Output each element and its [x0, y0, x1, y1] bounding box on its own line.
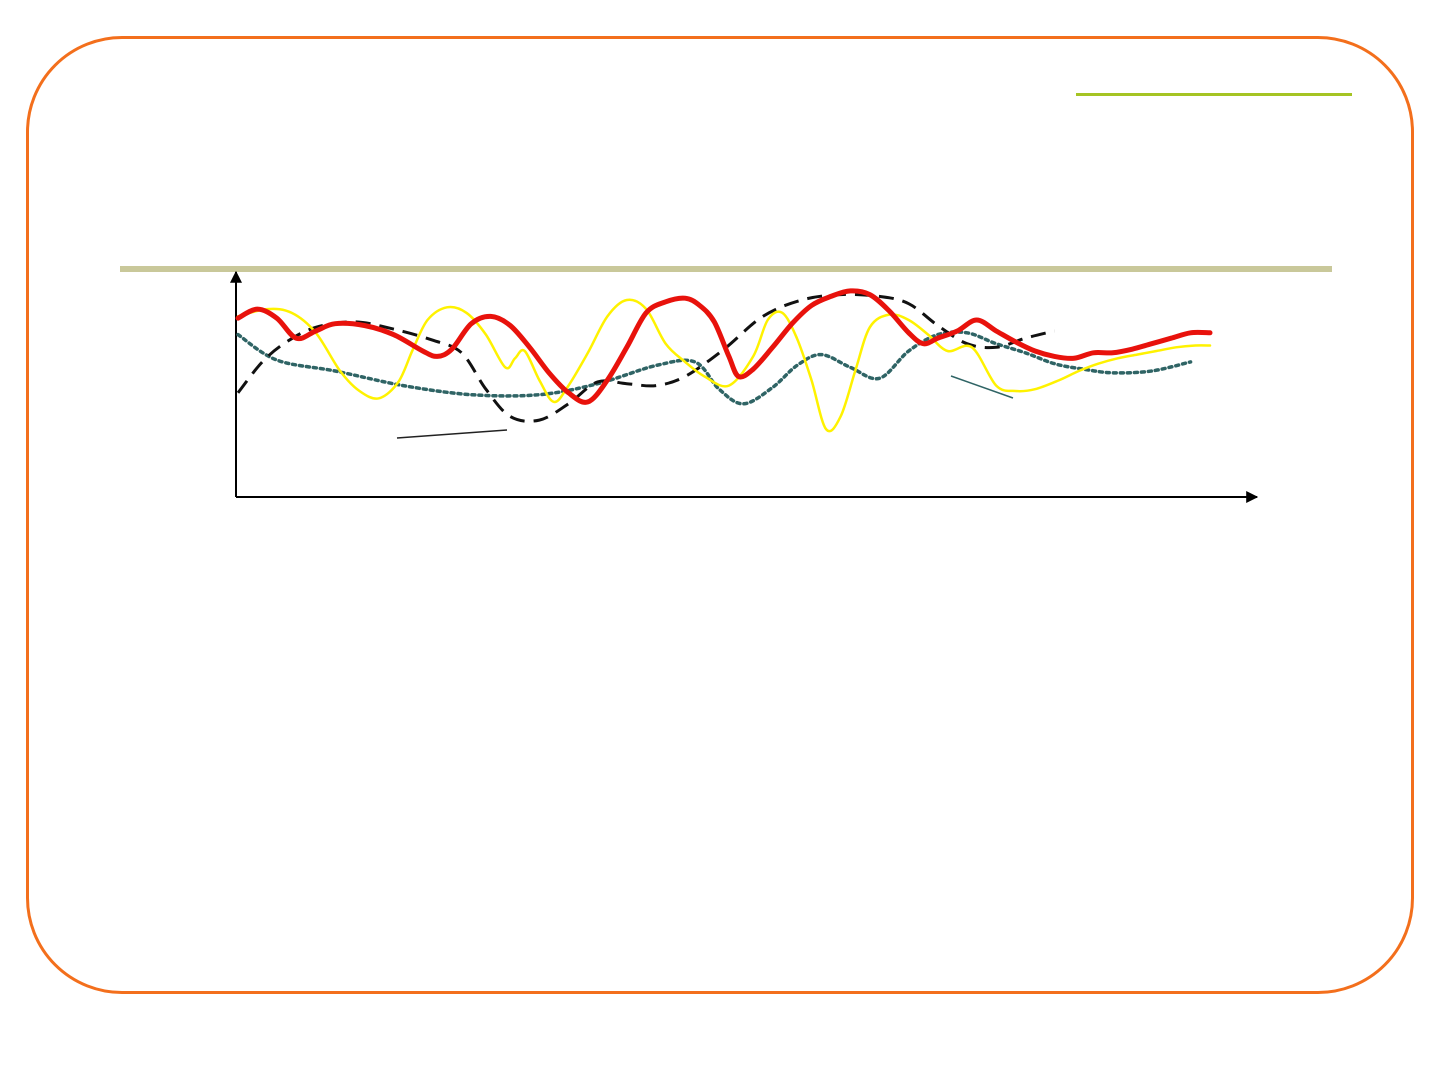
series-line-3: [236, 298, 1212, 433]
series-line-4: [235, 288, 1213, 405]
callout-leader-right: [950, 375, 1014, 399]
series-line-2: [236, 292, 1055, 423]
series-line-1: [236, 330, 1193, 406]
callout-leader-left: [396, 429, 508, 439]
slide-frame: [26, 36, 1414, 994]
header-accent-rule: [1076, 93, 1352, 96]
title-divider-rule: [120, 266, 1332, 272]
